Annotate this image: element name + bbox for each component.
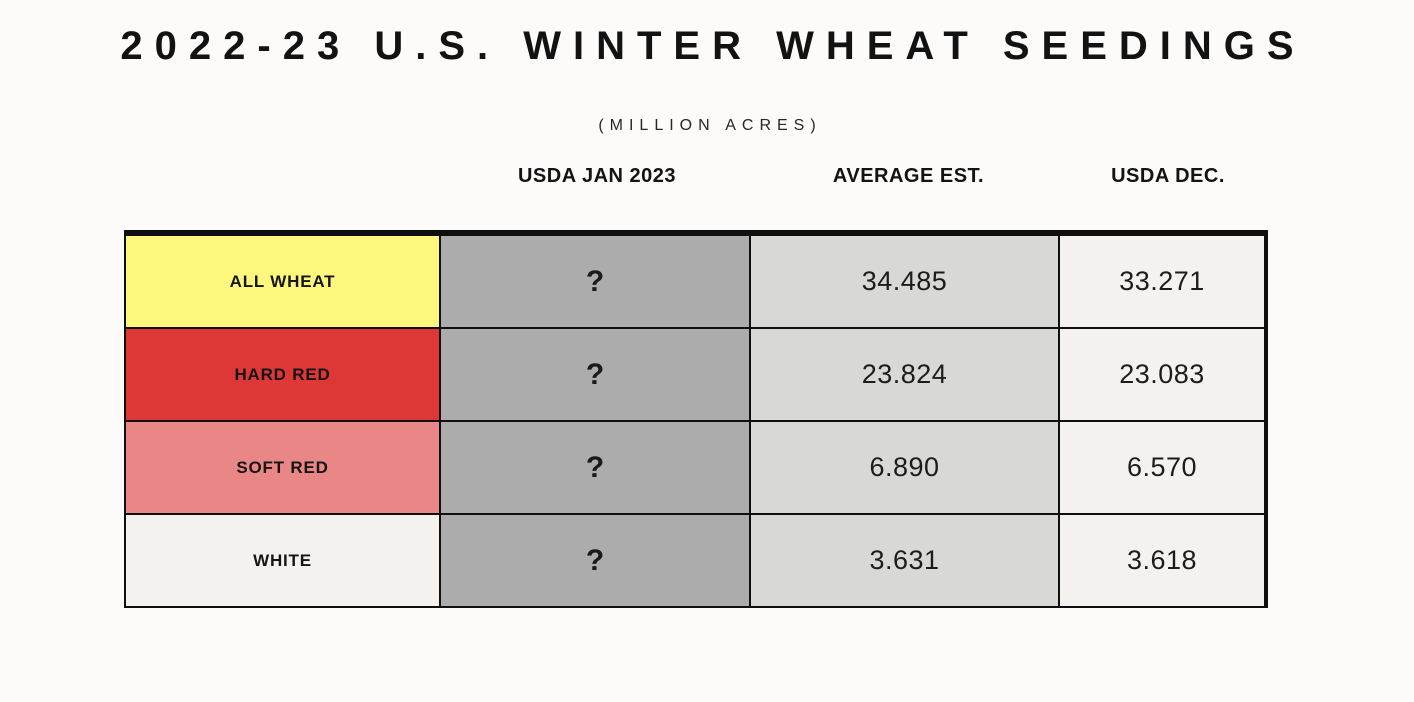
- column-header-usda-dec: USDA DEC.: [1111, 165, 1225, 187]
- cell-white-usda-dec: 3.618: [1060, 515, 1264, 606]
- cell-soft-red-average-est: 6.890: [751, 422, 1058, 513]
- row-label-hard-red: HARD RED: [126, 329, 439, 420]
- row-label-all-wheat: ALL WHEAT: [126, 236, 439, 327]
- column-header-average-est: AVERAGE EST.: [832, 165, 985, 187]
- cell-hard-red-average-est: 23.824: [751, 329, 1058, 420]
- table-column-headers: USDA JAN 2023 AVERAGE EST. USDA DEC.: [124, 165, 1272, 188]
- cell-soft-red-usda-dec: 6.570: [1060, 422, 1264, 513]
- row-label-white: WHITE: [126, 515, 439, 606]
- column-header-usda-jan-2023: USDA JAN 2023: [517, 165, 677, 187]
- cell-hard-red-usda-dec: 23.083: [1060, 329, 1264, 420]
- page-subtitle: (MILLION ACRES): [598, 117, 822, 134]
- cell-white-usda-jan: ?: [441, 515, 749, 606]
- cell-all-wheat-average-est: 34.485: [751, 236, 1058, 327]
- cell-all-wheat-usda-jan: ?: [441, 236, 749, 327]
- cell-white-average-est: 3.631: [751, 515, 1058, 606]
- row-label-soft-red: SOFT RED: [126, 422, 439, 513]
- page-title: 2022-23 U.S. WINTER WHEAT SEEDINGS: [120, 24, 1306, 68]
- cell-all-wheat-usda-dec: 33.271: [1060, 236, 1264, 327]
- cell-soft-red-usda-jan: ?: [441, 422, 749, 513]
- wheat-seedings-table: ALL WHEAT ? 34.485 33.271 HARD RED ? 23.…: [124, 230, 1268, 608]
- cell-hard-red-usda-jan: ?: [441, 329, 749, 420]
